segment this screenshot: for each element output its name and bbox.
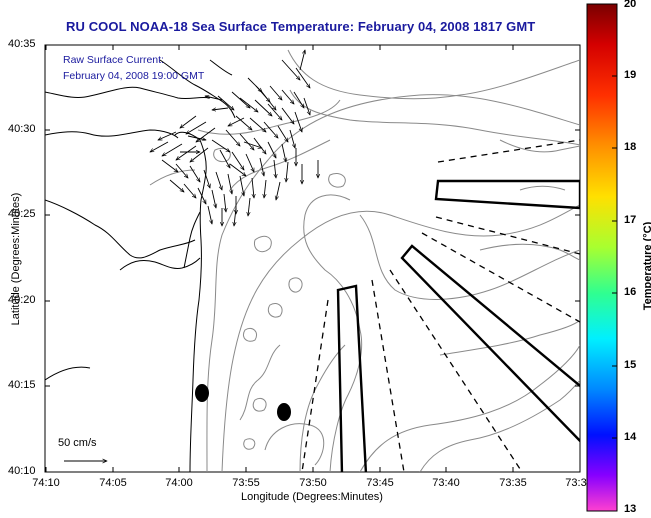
colorbar-tick-label: 18 bbox=[624, 141, 637, 153]
x-tick-label: 73:45 bbox=[366, 477, 394, 489]
site-marker bbox=[277, 403, 291, 421]
colorbar-tick-label: 14 bbox=[624, 431, 637, 443]
x-tick-label: 74:05 bbox=[99, 477, 127, 489]
scale-label: 50 cm/s bbox=[58, 437, 97, 449]
colorbar-tick-label: 19 bbox=[624, 69, 637, 81]
surface-current-arrows bbox=[150, 50, 318, 226]
annotation-line-1: Raw Surface Current: bbox=[63, 54, 164, 66]
x-tick-label: 73:3 bbox=[565, 477, 587, 489]
x-tick-label: 73:55 bbox=[232, 477, 260, 489]
chart-title: RU COOL NOAA-18 Sea Surface Temperature:… bbox=[66, 19, 536, 34]
axis-ticks bbox=[45, 44, 580, 473]
colorbar-tick-label: 17 bbox=[624, 214, 637, 226]
colorbar-tick-label: 15 bbox=[624, 359, 637, 371]
x-tick-label: 73:40 bbox=[432, 477, 460, 489]
x-tick-label: 74:10 bbox=[32, 477, 60, 489]
bathymetry-contours bbox=[149, 49, 580, 472]
colorbar-label: Temperature (°C) bbox=[642, 221, 651, 311]
colorbar-tick-label: 13 bbox=[624, 503, 637, 515]
x-axis-label: Longitude (Degrees:Minutes) bbox=[241, 491, 383, 503]
y-tick-label: 40:15 bbox=[8, 379, 36, 391]
y-axis-label: Latitude (Degrees:Minutes) bbox=[10, 192, 22, 326]
coastline bbox=[45, 59, 236, 472]
colorbar bbox=[586, 3, 618, 512]
x-tick-label: 74:00 bbox=[165, 477, 193, 489]
x-tick-label: 73:35 bbox=[499, 477, 527, 489]
colorbar-tick-label: 20 bbox=[624, 0, 637, 10]
colorbar-tick-label: 16 bbox=[624, 286, 637, 298]
y-tick-label: 40:35 bbox=[8, 38, 36, 50]
y-tick-label: 40:25 bbox=[8, 208, 36, 220]
annotation-line-2: February 04, 2008 19:00 GMT bbox=[63, 70, 205, 82]
y-tick-label: 40:30 bbox=[8, 123, 36, 135]
y-tick-label: 40:20 bbox=[8, 294, 36, 306]
dashed-transects bbox=[301, 139, 580, 472]
survey-regions bbox=[336, 179, 580, 472]
y-tick-label: 40:10 bbox=[8, 465, 36, 477]
site-marker bbox=[195, 384, 209, 402]
x-tick-label: 73:50 bbox=[299, 477, 327, 489]
colorbar-ticks bbox=[612, 75, 617, 439]
